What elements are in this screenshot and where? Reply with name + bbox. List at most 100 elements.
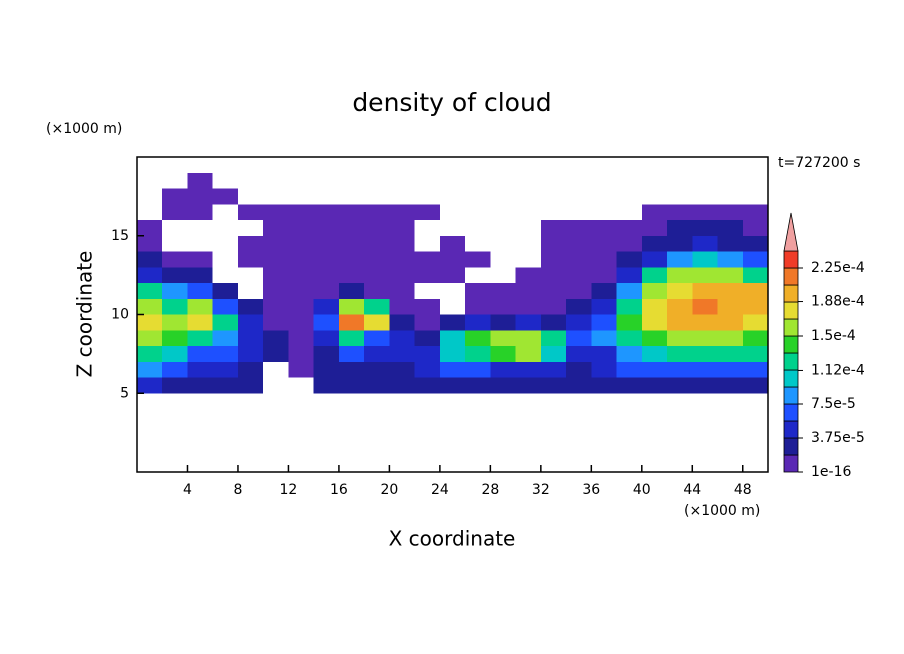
contour-cell (338, 267, 365, 283)
time-label: t=727200 s (778, 155, 860, 171)
colorbar-box (783, 437, 799, 456)
colorbar-box (783, 301, 799, 320)
contour-cell (364, 298, 390, 315)
contour-cell (263, 204, 289, 220)
contour-cell (566, 330, 592, 346)
contour-cell (162, 330, 188, 346)
contour-cell (237, 235, 264, 252)
contour-cell (187, 283, 213, 299)
x-axis-label: X coordinate (389, 527, 516, 551)
contour-cell (162, 361, 188, 378)
colorbar-box (783, 284, 799, 303)
contour-cell (389, 346, 415, 362)
contour-cell (742, 267, 768, 283)
contour-cell (439, 235, 466, 252)
contour-cell (742, 314, 768, 331)
y-axis-label: Z coordinate (73, 251, 97, 378)
contour-cell (137, 314, 163, 331)
contour-cell (288, 314, 314, 331)
contour-cell (414, 204, 440, 220)
contour-cell (162, 377, 188, 394)
contour-cell (187, 267, 213, 283)
contour-cell (692, 283, 718, 299)
contour-cell (439, 314, 466, 331)
chart-title: density of cloud (352, 88, 551, 117)
colorbar-box (783, 454, 799, 473)
contour-cell (641, 283, 668, 299)
contour-cell (515, 314, 541, 331)
contour-cell (162, 346, 188, 362)
contour-cell (313, 204, 339, 220)
contour-cell (616, 377, 642, 394)
contour-cell (717, 361, 743, 378)
contour-cell (692, 361, 718, 378)
contour-cell (616, 298, 642, 315)
x-tick-label: 24 (431, 482, 449, 498)
contour-cell (591, 330, 617, 346)
contour-cell (187, 298, 213, 315)
contour-cell (414, 361, 440, 378)
contour-cell (692, 235, 718, 252)
contour-cell (616, 361, 642, 378)
contour-cell (237, 377, 264, 394)
colorbar-label: 1.88e-4 (811, 294, 865, 310)
contour-cell (667, 361, 693, 378)
contour-cell (692, 346, 718, 362)
contour-cell (187, 330, 213, 346)
contour-cell (313, 361, 339, 378)
contour-cell (237, 330, 264, 346)
colorbar-over (783, 212, 799, 252)
contour-cell (641, 251, 668, 268)
contour-cell (742, 361, 768, 378)
x-unit: (×1000 m) (684, 503, 760, 519)
contour-cell (439, 361, 466, 378)
contour-cell (389, 361, 415, 378)
contour-cell (338, 251, 365, 268)
contour-cell (313, 314, 339, 331)
contour-cell (212, 314, 238, 331)
contour-cell (263, 267, 289, 283)
contour-cell (162, 298, 188, 315)
contour-cell (263, 220, 289, 236)
colorbar-label: 1e-16 (811, 464, 851, 480)
contour-cell (692, 298, 718, 315)
contour-cell (515, 298, 541, 315)
contour-cell (692, 377, 718, 394)
contour-cell (540, 377, 567, 394)
contour-cell (717, 283, 743, 299)
contour-cell (137, 330, 163, 346)
contour-cell (490, 346, 516, 362)
contour-cell (616, 314, 642, 331)
contour-cell (414, 346, 440, 362)
contour-cell (591, 235, 617, 252)
contour-cell (490, 361, 516, 378)
contour-cell (162, 283, 188, 299)
contour-cell (288, 220, 314, 236)
contour-cell (137, 298, 163, 315)
contour-cell (212, 377, 238, 394)
contour-cell (364, 235, 390, 252)
contour-cell (389, 377, 415, 394)
contour-cell (212, 188, 238, 205)
contour-cell (742, 283, 768, 299)
contour-cell (667, 251, 693, 268)
y-tick-label: 15 (111, 228, 129, 244)
contour-cell (667, 346, 693, 362)
contour-cell (137, 283, 163, 299)
contour-cell (616, 330, 642, 346)
x-tick-label: 36 (582, 482, 600, 498)
contour-cell (389, 330, 415, 346)
contour-cell (465, 346, 491, 362)
contour-cell (641, 220, 668, 236)
contour-cell (313, 377, 339, 394)
contour-cell (288, 330, 314, 346)
y-tick-label: 10 (111, 307, 129, 323)
contour-cell (566, 377, 592, 394)
contour-cell (591, 283, 617, 299)
contour-cell (540, 267, 567, 283)
contour-cell (288, 283, 314, 299)
contour-cell (616, 267, 642, 283)
contour-cell (187, 314, 213, 331)
contour-cell (414, 298, 440, 315)
